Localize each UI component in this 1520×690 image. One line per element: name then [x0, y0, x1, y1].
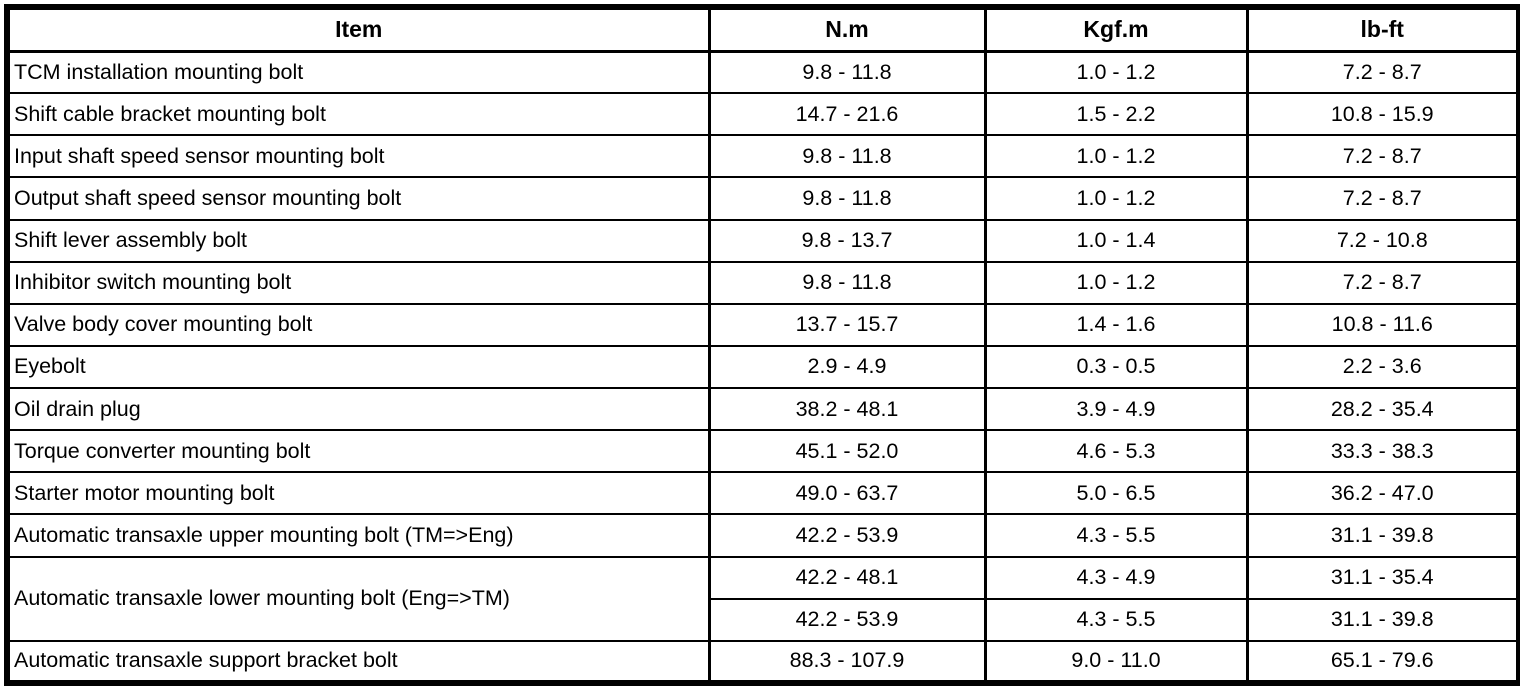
column-header-lbft: lb-ft [1245, 6, 1520, 53]
item-cell: Shift lever assembly bolt [5, 218, 711, 263]
lbft-cell: 10.8 - 11.6 [1245, 302, 1520, 347]
nm-cell: 49.0 - 63.7 [707, 471, 987, 516]
table-row: Torque converter mounting bolt 45.1 - 52… [5, 429, 1520, 474]
lbft-cell: 10.8 - 15.9 [1245, 92, 1520, 137]
nm-cell: 9.8 - 11.8 [707, 49, 987, 95]
nm-cell: 38.2 - 48.1 [707, 386, 987, 432]
nm-cell: 42.2 - 48.1 [707, 555, 987, 600]
table-row: Input shaft speed sensor mounting bolt 9… [5, 134, 1520, 179]
kgfm-cell: 1.0 - 1.2 [983, 260, 1249, 305]
item-cell: Eyebolt [5, 344, 711, 390]
item-cell: Oil drain plug [5, 386, 711, 432]
table-row: TCM installation mounting bolt 9.8 - 11.… [5, 49, 1520, 95]
item-cell: Input shaft speed sensor mounting bolt [5, 134, 711, 179]
nm-cell: 9.8 - 11.8 [707, 134, 987, 179]
item-cell: Starter motor mounting bolt [5, 471, 711, 516]
lbft-cell: 33.3 - 38.3 [1245, 429, 1520, 474]
table-row-spanned-first: Automatic transaxle lower mounting bolt … [5, 555, 1520, 642]
nm-cell: 42.2 - 53.9 [707, 513, 987, 558]
kgfm-cell: 1.0 - 1.2 [983, 134, 1249, 179]
lbft-cell: 36.2 - 47.0 [1245, 471, 1520, 516]
kgfm-cell: 5.0 - 6.5 [983, 471, 1249, 516]
nm-cell: 42.2 - 53.9 [707, 597, 987, 642]
item-cell: Automatic transaxle support bracket bolt [5, 639, 711, 685]
item-cell: Valve body cover mounting bolt [5, 302, 711, 347]
table-row: Shift lever assembly bolt 9.8 - 13.7 1.0… [5, 218, 1520, 263]
nm-cell: 9.8 - 11.8 [707, 260, 987, 305]
table-row: Shift cable bracket mounting bolt 14.7 -… [5, 92, 1520, 137]
lbft-cell: 65.1 - 79.6 [1245, 639, 1520, 685]
kgfm-cell: 1.5 - 2.2 [983, 92, 1249, 137]
kgfm-cell: 1.0 - 1.2 [983, 49, 1249, 95]
kgfm-cell: 4.3 - 5.5 [983, 513, 1249, 558]
column-header-kgfm: Kgf.m [983, 6, 1249, 53]
item-cell: Output shaft speed sensor mounting bolt [5, 176, 711, 221]
lbft-cell: 28.2 - 35.4 [1245, 386, 1520, 432]
kgfm-cell: 1.4 - 1.6 [983, 302, 1249, 347]
nm-cell: 9.8 - 11.8 [707, 176, 987, 221]
lbft-cell: 7.2 - 8.7 [1245, 260, 1520, 305]
lbft-cell: 7.2 - 10.8 [1245, 218, 1520, 263]
lbft-cell: 31.1 - 39.8 [1245, 597, 1520, 642]
lbft-cell: 2.2 - 3.6 [1245, 344, 1520, 390]
item-cell-rowspan: Automatic transaxle lower mounting bolt … [5, 555, 711, 642]
kgfm-cell: 4.6 - 5.3 [983, 429, 1249, 474]
table-row-spanned-second: 42.2 - 53.9 4.3 - 5.5 31.1 - 39.8 [7, 597, 1520, 642]
table-row: Output shaft speed sensor mounting bolt … [5, 176, 1520, 221]
lbft-cell: 31.1 - 39.8 [1245, 513, 1520, 558]
item-cell: TCM installation mounting bolt [5, 49, 711, 95]
kgfm-cell: 3.9 - 4.9 [983, 386, 1249, 432]
nm-cell: 45.1 - 52.0 [707, 429, 987, 474]
table-row: Automatic transaxle upper mounting bolt … [5, 513, 1520, 558]
column-header-nm: N.m [707, 6, 987, 53]
nm-cell: 14.7 - 21.6 [707, 92, 987, 137]
header-row: Item N.m Kgf.m lb-ft [5, 6, 1520, 53]
table-row: Starter motor mounting bolt 49.0 - 63.7 … [5, 471, 1520, 516]
item-cell: Inhibitor switch mounting bolt [5, 260, 711, 305]
kgfm-cell: 1.0 - 1.2 [983, 176, 1249, 221]
nm-cell: 9.8 - 13.7 [707, 218, 987, 263]
nm-cell: 88.3 - 107.9 [707, 639, 987, 685]
item-cell: Torque converter mounting bolt [5, 429, 711, 474]
kgfm-cell: 1.0 - 1.4 [983, 218, 1249, 263]
column-header-item: Item [5, 6, 711, 53]
lbft-cell: 7.2 - 8.7 [1245, 49, 1520, 95]
kgfm-cell: 4.3 - 5.5 [983, 597, 1249, 642]
lbft-cell: 31.1 - 35.4 [1245, 555, 1520, 600]
table-row: Valve body cover mounting bolt 13.7 - 15… [5, 302, 1520, 347]
kgfm-cell: 0.3 - 0.5 [983, 344, 1249, 390]
nm-cell: 13.7 - 15.7 [707, 302, 987, 347]
lbft-cell: 7.2 - 8.7 [1245, 134, 1520, 179]
kgfm-cell: 9.0 - 11.0 [983, 639, 1249, 685]
nm-cell: 2.9 - 4.9 [707, 344, 987, 390]
table-row: Eyebolt 2.9 - 4.9 0.3 - 0.5 2.2 - 3.6 [5, 344, 1520, 390]
kgfm-cell: 4.3 - 4.9 [983, 555, 1249, 600]
item-cell: Shift cable bracket mounting bolt [5, 92, 711, 137]
torque-spec-table: Item N.m Kgf.m lb-ft TCM installation mo… [4, 4, 1520, 686]
table-row: Automatic transaxle support bracket bolt… [5, 639, 1520, 685]
lbft-cell: 7.2 - 8.7 [1245, 176, 1520, 221]
table-row: Oil drain plug 38.2 - 48.1 3.9 - 4.9 28.… [5, 386, 1520, 432]
table-row: Inhibitor switch mounting bolt 9.8 - 11.… [5, 260, 1520, 305]
item-cell: Automatic transaxle upper mounting bolt … [5, 513, 711, 558]
